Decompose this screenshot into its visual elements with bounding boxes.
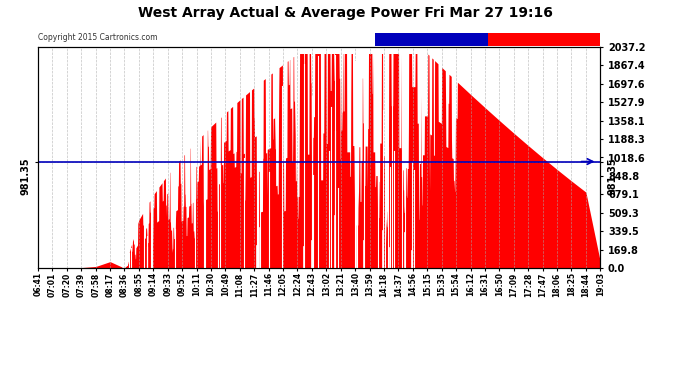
Bar: [488, 33, 600, 46]
Text: West Array  (DC Watts): West Array (DC Watts): [489, 35, 599, 44]
Bar: [375, 33, 488, 46]
Text: West Array Actual & Average Power Fri Mar 27 19:16: West Array Actual & Average Power Fri Ma…: [137, 6, 553, 20]
Text: Average  (DC Watts): Average (DC Watts): [384, 35, 480, 44]
Text: Copyright 2015 Cartronics.com: Copyright 2015 Cartronics.com: [38, 33, 157, 42]
